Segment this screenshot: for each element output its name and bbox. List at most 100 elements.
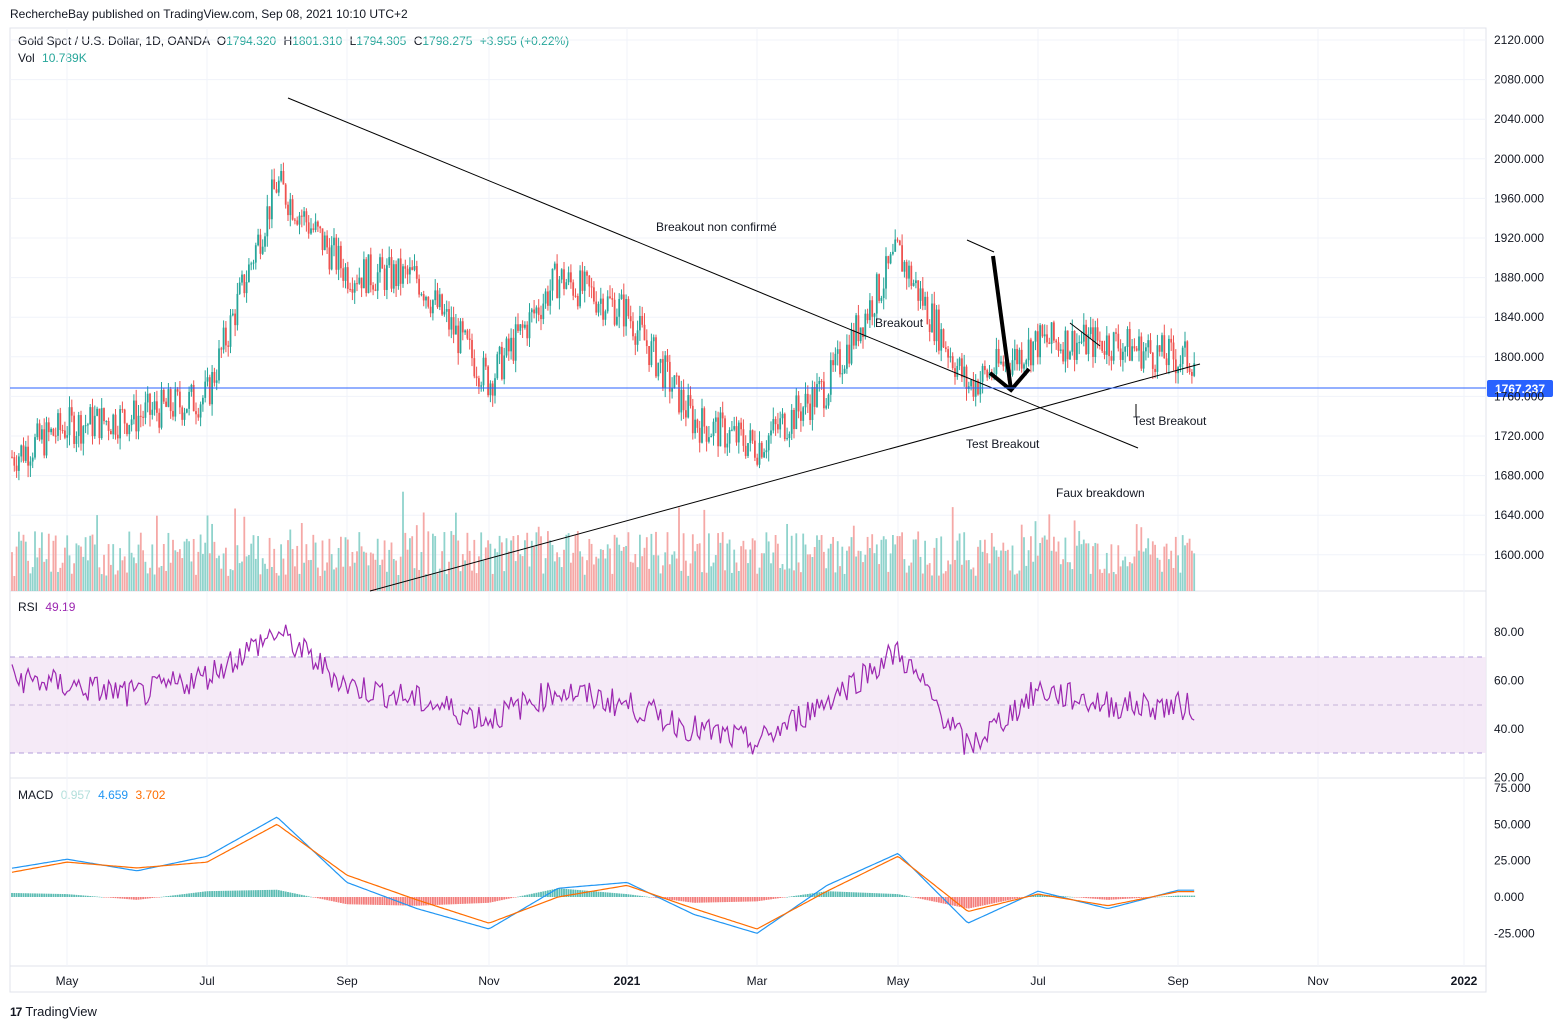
macd-histogram-bar xyxy=(402,897,404,906)
candle-body xyxy=(1124,346,1127,352)
volume-bar xyxy=(66,535,69,591)
volume-bar xyxy=(919,556,922,591)
volume-bar xyxy=(1032,561,1035,591)
volume-bar xyxy=(1059,564,1062,591)
volume-bar xyxy=(172,539,174,591)
macd-histogram-bar xyxy=(241,890,243,897)
macd-histogram-bar xyxy=(882,893,885,897)
macd-histogram-bar xyxy=(781,897,784,898)
chart-annotation: Faux breakdown xyxy=(1056,486,1145,500)
candle-body xyxy=(41,429,43,440)
macd-histogram-bar xyxy=(940,897,943,904)
macd-histogram-bar xyxy=(47,893,50,897)
macd-histogram-bar xyxy=(507,897,510,899)
volume-bar xyxy=(537,526,540,591)
macd-histogram-bar xyxy=(165,896,167,897)
volume-bar xyxy=(935,538,938,591)
candle-body xyxy=(1181,347,1184,364)
volume-legend: Vol 10.789K xyxy=(18,51,87,65)
candle-body xyxy=(418,278,420,295)
macd-histogram-bar xyxy=(790,896,793,897)
candle-body xyxy=(257,234,259,246)
macd-histogram-bar xyxy=(1020,897,1023,898)
grid xyxy=(10,28,1486,966)
candle-body xyxy=(514,324,517,361)
candle-body xyxy=(905,261,908,279)
volume-bar xyxy=(862,562,864,591)
volume-bar xyxy=(770,563,772,591)
macd-histogram-bar xyxy=(756,897,759,902)
candle-body xyxy=(733,426,736,430)
candle-body xyxy=(1131,346,1133,361)
candle-body xyxy=(192,384,195,412)
candle-body xyxy=(388,257,391,266)
volume-bar xyxy=(100,574,103,591)
macd-histogram-bar xyxy=(825,891,828,897)
macd-histogram-bar xyxy=(981,897,984,906)
macd-histogram-bar xyxy=(206,891,209,897)
macd-histogram-bar xyxy=(1131,897,1133,899)
volume-bar xyxy=(252,535,255,591)
volume-bar xyxy=(119,548,121,591)
volume-bar xyxy=(1122,560,1124,591)
macd-histogram-bar xyxy=(1108,897,1110,900)
tradingview-logo[interactable]: 17 TradingView xyxy=(10,1004,97,1019)
volume-bar xyxy=(464,560,466,591)
macd-histogram-bar xyxy=(949,897,952,905)
macd-histogram-bar xyxy=(231,890,234,897)
candle-body xyxy=(478,378,480,387)
volume-bar xyxy=(1154,544,1156,591)
macd-histogram-bar xyxy=(487,897,489,903)
macd-histogram-bar xyxy=(475,897,478,904)
volume-bar xyxy=(77,545,80,591)
symbol-name[interactable]: Gold Spot / U.S. Dollar, 1D, OANDA xyxy=(18,34,210,48)
volume-bar xyxy=(1055,551,1058,591)
candle-body xyxy=(468,338,471,341)
volume-bar xyxy=(572,552,575,591)
macd-signal-value: 3.702 xyxy=(135,788,166,802)
candle-body xyxy=(919,288,922,301)
candle-body xyxy=(1000,361,1002,364)
candle-body xyxy=(694,419,696,434)
volume-bar xyxy=(73,563,75,591)
candle-body xyxy=(862,327,864,338)
candle-body xyxy=(880,297,883,301)
volume-bar xyxy=(103,554,105,591)
volume-bar xyxy=(133,557,135,591)
volume-bar xyxy=(1073,520,1076,591)
rsi-label[interactable]: RSI xyxy=(18,600,39,614)
candle-body xyxy=(280,170,282,181)
volume-bar xyxy=(82,556,85,591)
volume-bar xyxy=(204,542,207,591)
candle-body xyxy=(717,417,719,447)
price-tick-label: 2120.000 xyxy=(1494,33,1544,47)
macd-histogram-bar xyxy=(714,897,717,903)
macd-histogram-bar xyxy=(1000,897,1002,902)
volume-bar xyxy=(61,562,64,591)
candle-body xyxy=(498,346,501,355)
volume-bar xyxy=(151,544,154,591)
candle-body xyxy=(1188,368,1191,373)
price-tick-label: 1920.000 xyxy=(1494,231,1544,245)
candle-body xyxy=(609,296,611,299)
macd-tick-label: 25.000 xyxy=(1494,854,1531,868)
candle-body xyxy=(291,199,294,220)
candle-body xyxy=(756,457,759,465)
candle-body xyxy=(1039,325,1041,358)
candle-body xyxy=(553,263,556,269)
macd-histogram-bar xyxy=(988,897,991,905)
macd-histogram-bar xyxy=(687,897,690,903)
macd-histogram-bar xyxy=(24,893,27,897)
candle-body xyxy=(563,269,565,289)
volume-bar xyxy=(1076,545,1078,591)
macd-histogram-bar xyxy=(1071,896,1074,898)
time-tick-label: Nov xyxy=(1307,974,1328,988)
candle-body xyxy=(634,336,637,345)
macd-histogram-bar xyxy=(498,897,501,901)
volume-bar xyxy=(544,558,547,591)
volume-bar xyxy=(156,515,158,591)
macd-histogram-bar xyxy=(11,892,13,897)
macd-label[interactable]: MACD xyxy=(18,788,54,802)
pullback-trendline xyxy=(1069,322,1101,347)
